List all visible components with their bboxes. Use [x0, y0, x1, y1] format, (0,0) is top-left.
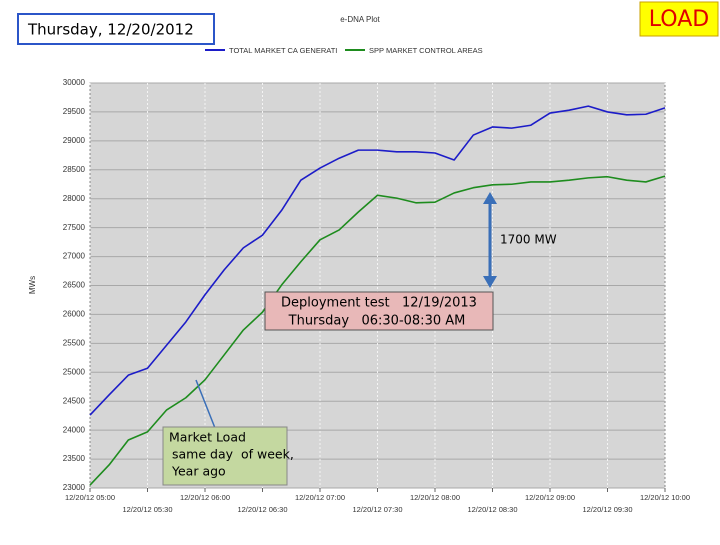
market-load-text: Market Load [169, 430, 246, 445]
x-tick-label: 12/20/12 09:00 [525, 493, 575, 502]
y-tick-label: 26500 [63, 281, 86, 290]
x-tick-label: 12/20/12 06:00 [180, 493, 230, 502]
grid [89, 82, 666, 489]
y-tick-label: 28500 [63, 165, 86, 174]
y-tick-label: 25500 [63, 338, 86, 347]
series-line [89, 175, 666, 486]
legend: TOTAL MARKET CA GENERATI SPP MARKET CONTR… [205, 46, 483, 55]
legend-label: SPP MARKET CONTROL AREAS [369, 46, 483, 55]
x-tick-label: 12/20/12 05:30 [122, 505, 172, 514]
chart-title: e-DNA Plot [340, 15, 380, 24]
y-tick-label: 27000 [63, 252, 86, 261]
gap-label: 1700 MW [500, 233, 557, 247]
y-axis-label: MWs [28, 276, 37, 294]
y-tick-label: 24000 [63, 425, 86, 434]
y-tick-label: 29000 [63, 136, 86, 145]
y-tick-label: 23500 [63, 454, 86, 463]
y-tick-label: 27500 [63, 223, 86, 232]
y-tick-label: 24500 [63, 396, 86, 405]
market-load-pointer [195, 379, 216, 429]
date-box [17, 13, 215, 45]
legend-label: TOTAL MARKET CA GENERATI [229, 46, 337, 55]
badge-box [639, 1, 719, 37]
x-tick-label: 12/20/12 06:30 [237, 505, 287, 514]
x-tick-label: 12/20/12 07:30 [352, 505, 402, 514]
y-tick-label: 26000 [63, 310, 86, 319]
x-tick-label: 12/20/12 05:00 [65, 493, 115, 502]
deployment-text: Thursday 06:30-08:30 AM [288, 314, 466, 329]
y-tick-label: 25000 [63, 367, 86, 376]
x-tick-label: 12/20/12 08:30 [467, 505, 517, 514]
y-tick-label: 30000 [63, 78, 86, 87]
market-load-box [162, 426, 288, 486]
market-load-text: Year ago [171, 464, 226, 479]
date-text: Thursday, 12/20/2012 [27, 21, 194, 39]
y-tick-label: 29500 [63, 107, 86, 116]
y-tick-label: 23000 [63, 483, 86, 492]
axes: 23000 23500 24000 24500 25000 25500 26000 26500… [63, 78, 690, 514]
gap-arrow-head [483, 276, 497, 288]
x-tick-label: 12/20/12 07:00 [295, 493, 345, 502]
market-load-text: same day of week, [172, 447, 294, 462]
x-tick-label: 12/20/12 08:00 [410, 493, 460, 502]
badge-text: LOAD [649, 7, 709, 32]
deployment-box [264, 291, 494, 331]
series-line [89, 105, 666, 416]
gap-arrow-head [483, 192, 497, 204]
deployment-text: Deployment test 12/19/2013 [281, 296, 477, 311]
y-tick-label: 28000 [63, 194, 86, 203]
lines [89, 105, 666, 486]
x-tick-label: 12/20/12 09:30 [582, 505, 632, 514]
x-tick-label: 12/20/12 10:00 [640, 493, 690, 502]
